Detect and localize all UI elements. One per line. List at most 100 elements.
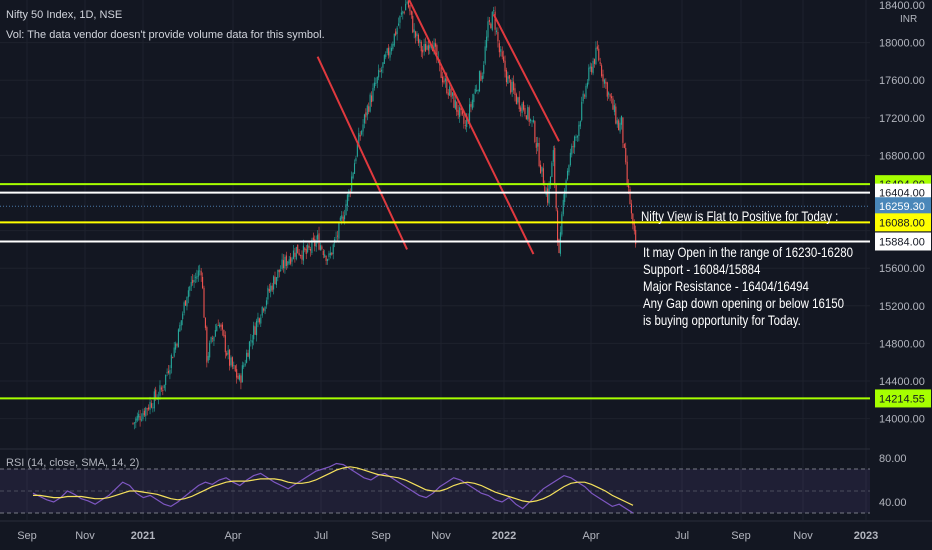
- level-tag: [875, 183, 931, 202]
- time-tick: Apr: [582, 530, 599, 542]
- candle-body: [484, 46, 486, 64]
- candle-body: [382, 62, 384, 68]
- candle-body: [166, 372, 168, 374]
- candle-body: [415, 31, 417, 38]
- candle-body: [574, 136, 576, 148]
- candle-body: [352, 172, 354, 179]
- candle-body: [326, 259, 329, 261]
- time-tick: Nov: [431, 530, 451, 542]
- time-axis[interactable]: Sep Nov 2021 Apr Jul Sep Nov 2022 Apr Jul Sep Nov 20…: [0, 520, 932, 542]
- candle-body: [213, 336, 215, 342]
- candle-body: [518, 96, 520, 110]
- candle-body: [606, 82, 608, 97]
- candle-body: [172, 357, 174, 359]
- candle-body: [263, 308, 265, 311]
- candle-body: [230, 357, 232, 366]
- annotation-text: It may Open in the range of 16230-16280 S…: [643, 244, 853, 329]
- candle-body: [136, 415, 138, 421]
- candle-body: [591, 66, 593, 73]
- candle-body: [341, 215, 343, 219]
- candle-body: [297, 244, 299, 254]
- rsi-label: RSI (14, close, SMA, 14, 2): [6, 457, 139, 469]
- candle-body: [156, 399, 158, 400]
- candle-body: [378, 69, 380, 78]
- candle-body: [551, 162, 553, 178]
- price-tick: 17200.00: [879, 113, 925, 125]
- candle-body: [476, 90, 478, 91]
- candle-body: [348, 190, 350, 197]
- candle-body: [285, 255, 287, 266]
- candle-body: [196, 276, 198, 279]
- candle-body: [407, 0, 410, 8]
- candle-body: [521, 103, 523, 114]
- candle-body: [207, 355, 209, 361]
- candle-body: [616, 120, 618, 125]
- candle-body: [221, 324, 224, 330]
- candle-body: [450, 88, 452, 98]
- price-axis[interactable]: 18400.00 18000.00 17600.00 17200.00 16800.00…: [879, 0, 925, 426]
- price-tick: 18000.00: [879, 38, 925, 50]
- candle-body: [300, 255, 302, 257]
- candle-body: [628, 185, 630, 188]
- time-tick: 2021: [131, 530, 155, 542]
- candle-body: [328, 253, 330, 258]
- candle-body: [345, 204, 347, 216]
- candle-body: [311, 239, 313, 253]
- candle-body: [559, 232, 561, 254]
- candle-body: [193, 279, 195, 283]
- candle-body: [586, 82, 588, 87]
- candle-body: [226, 352, 228, 356]
- price-tick: 15600.00: [879, 263, 925, 275]
- time-tick: Sep: [17, 530, 37, 542]
- candle-body: [626, 161, 628, 184]
- candle-body: [400, 12, 402, 15]
- candle-body: [349, 191, 351, 192]
- candle-body: [302, 245, 304, 261]
- candle-body: [240, 375, 242, 383]
- candle-body: [344, 215, 346, 220]
- price-tick: 18400.00: [879, 0, 925, 12]
- candle-body: [434, 43, 437, 47]
- candle-body: [217, 325, 219, 326]
- candle-body: [544, 186, 546, 194]
- candle-body: [319, 245, 321, 250]
- candle-body: [187, 290, 189, 298]
- candle-body: [203, 287, 205, 318]
- candle-body: [596, 46, 598, 49]
- trendline: [492, 13, 560, 142]
- candle-body: [436, 45, 438, 60]
- candles: [132, 0, 637, 430]
- candle-body: [542, 168, 544, 186]
- candle-body: [493, 10, 495, 12]
- candle-body: [549, 176, 552, 185]
- time-tick: Sep: [731, 530, 751, 542]
- candle-body: [175, 343, 177, 350]
- candle-body: [503, 56, 505, 62]
- candle-body: [619, 122, 621, 132]
- candle-body: [461, 108, 463, 115]
- candle-body: [184, 300, 187, 306]
- candle-body: [295, 246, 297, 260]
- candle-body: [633, 222, 635, 232]
- candle-body: [412, 15, 414, 33]
- candle-body: [379, 71, 381, 72]
- candle-body: [487, 21, 489, 38]
- candle-body: [304, 247, 306, 251]
- candle-body: [335, 237, 337, 239]
- candle-body: [402, 11, 404, 14]
- candle-body: [189, 286, 191, 291]
- price-tick: 14400.00: [879, 376, 925, 388]
- candle-body: [176, 344, 178, 346]
- annotation-line: Support - 16084/15884: [643, 261, 761, 277]
- candle-body: [150, 403, 153, 408]
- candle-body: [247, 352, 249, 357]
- candle-body: [513, 81, 515, 91]
- candle-body: [223, 329, 225, 337]
- candle-body: [180, 320, 182, 326]
- candle-body: [371, 95, 373, 103]
- candle-body: [515, 94, 517, 104]
- candle-body: [274, 276, 276, 284]
- price-tick: 16800.00: [879, 150, 925, 162]
